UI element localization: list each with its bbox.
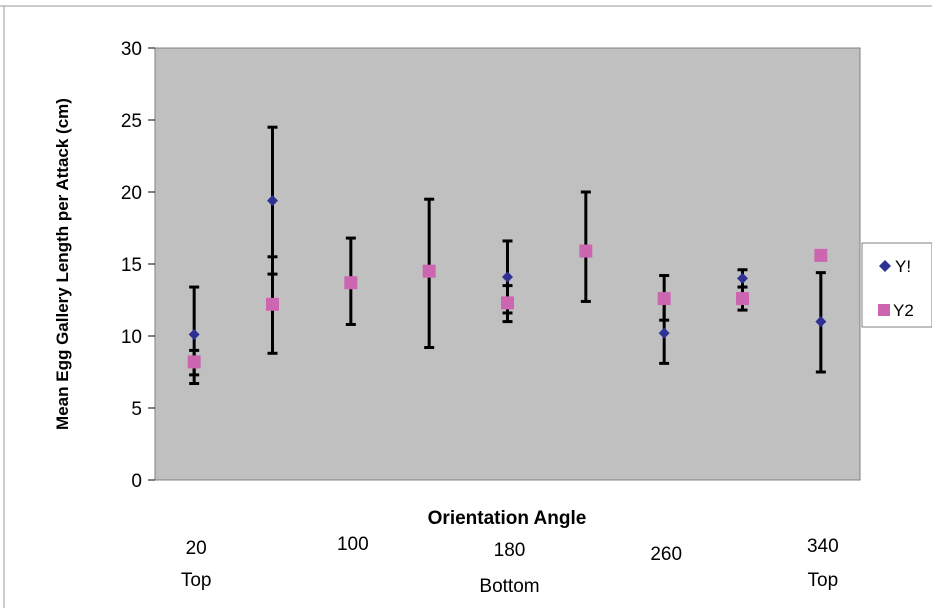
data-point-y2	[344, 276, 358, 290]
data-point-y2	[501, 296, 514, 310]
data-point-y2	[266, 297, 279, 311]
data-point-y2	[422, 264, 436, 278]
legend: Y! Y2	[861, 242, 932, 328]
legend-box	[861, 242, 932, 328]
x-axis-title: Orientation Angle	[428, 508, 587, 529]
y-tick-label: 15	[121, 255, 142, 276]
y-axis-title: Mean Egg Gallery Length per Attack (cm)	[53, 98, 72, 430]
data-point-y2	[187, 355, 201, 369]
data-point-y1	[815, 316, 827, 328]
y-tick-label: 10	[121, 327, 142, 348]
data-point-y1	[267, 195, 278, 207]
data-point-y2	[736, 292, 749, 306]
legend-label-y1: Y!	[895, 257, 911, 276]
y-tick-label: 5	[131, 399, 142, 420]
x-tick-label: 340	[807, 536, 839, 557]
y-tick-label: 20	[121, 183, 142, 204]
legend-diamond-icon	[879, 260, 891, 272]
y-tick-label: 30	[121, 39, 142, 60]
x-sub-label: Top	[181, 570, 212, 591]
data-point-y1	[658, 327, 670, 339]
x-sub-label: Top	[808, 570, 839, 591]
x-tick-label: 20	[186, 538, 207, 559]
markers-group	[187, 195, 828, 369]
axes-group: 0 5 10 15 20 25 30	[121, 39, 155, 492]
x-tick-label: 260	[650, 544, 682, 565]
data-point-y1	[737, 272, 748, 284]
data-point-y2	[657, 292, 671, 306]
x-tick-label: 180	[494, 540, 526, 561]
data-point-y2	[579, 244, 593, 258]
data-point-y1	[188, 329, 200, 341]
x-sub-label: Bottom	[479, 576, 539, 597]
data-point-y1	[502, 271, 513, 283]
y-tick-label: 25	[121, 111, 142, 132]
x-tick-labels-group: 20 100 180 260 340 Top Bottom Top	[181, 534, 839, 597]
x-tick-label: 100	[337, 534, 369, 555]
legend-square-icon	[878, 304, 890, 316]
y-tick-label: 0	[131, 471, 142, 492]
data-point-y2	[814, 248, 828, 262]
legend-label-y2: Y2	[893, 301, 914, 320]
